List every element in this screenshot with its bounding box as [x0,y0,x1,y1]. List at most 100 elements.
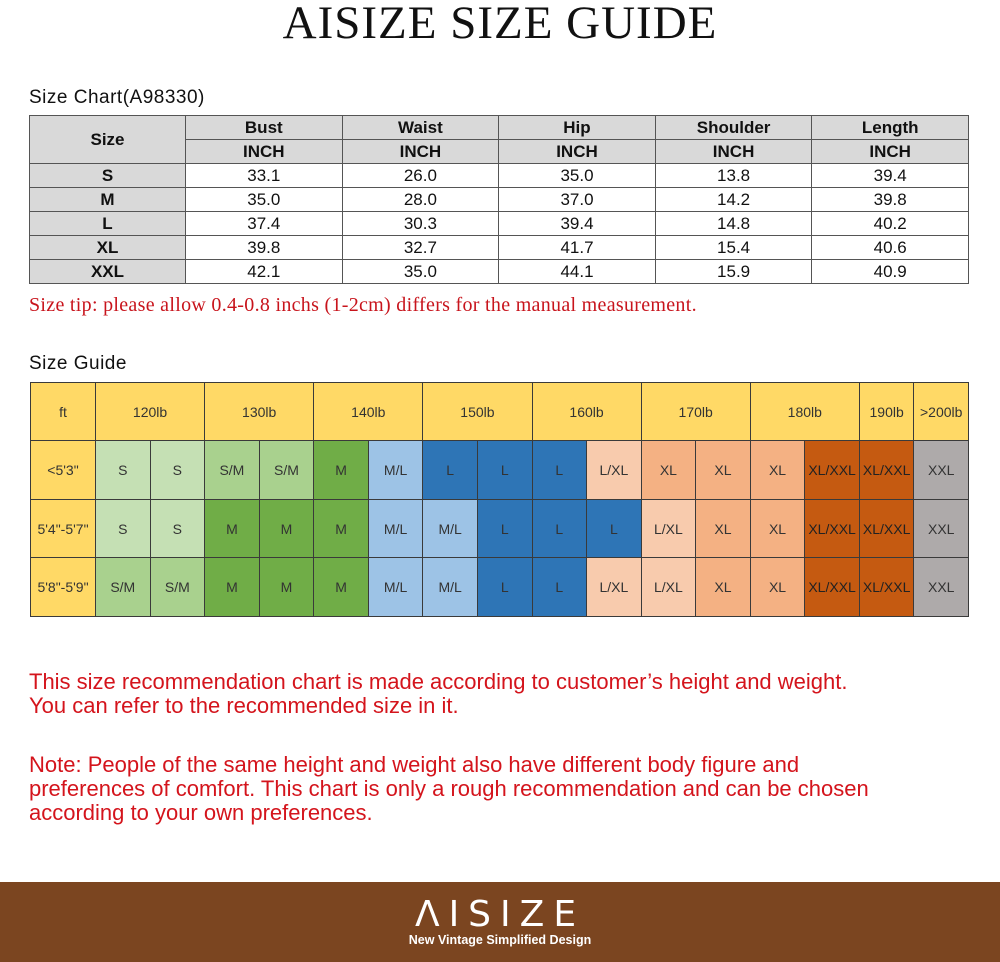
value-cell: 13.8 [654,163,813,188]
column-header: Hip [498,115,656,140]
column-header: Waist [341,115,500,140]
size-cell: L/XL [640,557,697,618]
size-chart-table: Size Bust Waist Hip Shoulder Length INCH… [29,115,969,284]
column-header: Shoulder [654,115,813,140]
size-cell: XL/XXL [804,440,860,500]
value-cell: 35.0 [341,259,500,284]
size-cell: M [313,440,369,500]
size-cell: M [204,557,260,618]
size-cell: S/M [149,557,206,618]
size-cell: XXL [913,498,969,559]
size-tip: Size tip: please allow 0.4-0.8 inchs (1-… [29,294,697,316]
size-cell: XL/XXL [858,557,915,618]
size-cell: XL/XXL [804,557,860,618]
note-text: Note: People of the same height and weig… [29,753,869,825]
size-cell: M [258,557,315,618]
table-row: L 37.4 30.3 39.4 14.8 40.2 [29,211,969,236]
size-cell: M/L [367,557,424,618]
value-cell: 35.0 [185,187,343,212]
text-line: This size recommendation chart is made a… [29,669,848,694]
size-cell: XL/XXL [858,498,915,559]
column-unit: INCH [341,139,500,164]
value-cell: 39.4 [811,163,969,188]
value-cell: 26.0 [341,163,500,188]
value-cell: 15.4 [654,235,813,260]
size-cell: XXL [913,557,969,618]
value-cell: 33.1 [185,163,343,188]
size-cell: S [149,440,206,500]
weight-header: 190lb [858,382,915,441]
table-row: XL 39.8 32.7 41.7 15.4 40.6 [29,235,969,260]
value-cell: 14.8 [654,211,813,236]
weight-header: 170lb [640,382,751,441]
size-cell: S [29,163,186,188]
weight-header: >200lb [913,382,969,441]
table-unit-row: INCH INCH INCH INCH INCH [30,139,969,164]
size-cell: L [586,498,642,559]
recommendation-text: This size recommendation chart is made a… [29,670,847,718]
size-cell: M/L [422,557,478,618]
size-cell: L [476,557,533,618]
size-guide-label: Size Guide [29,353,127,374]
value-cell: 39.8 [185,235,343,260]
value-cell: 42.1 [185,259,343,284]
size-cell: XL/XXL [858,440,915,500]
column-header: Bust [185,115,343,140]
corner-header: ft [30,382,96,441]
size-cell: L [476,440,533,500]
size-cell: M [313,557,369,618]
column-unit: INCH [498,139,656,164]
column-unit: INCH [811,139,969,164]
size-cell: S/M [258,440,315,500]
text-line: preferences of comfort. This chart is on… [29,776,869,801]
height-label: <5'3" [30,440,96,500]
height-label: 5'8"-5'9" [30,557,96,618]
size-chart-label: Size Chart(A98330) [29,87,205,108]
value-cell: 39.8 [811,187,969,212]
size-cell: S [149,498,206,559]
value-cell: 37.4 [185,211,343,236]
size-cell: S [95,498,151,559]
value-cell: 32.7 [341,235,500,260]
size-cell: L [422,440,478,500]
weight-header: 160lb [531,382,642,441]
size-cell: L [476,498,533,559]
size-cell: M [29,187,186,212]
text-line: You can refer to the recommended size in… [29,693,459,718]
weight-header: 120lb [95,382,206,441]
table-header-row: Size Bust Waist Hip Shoulder Length [29,115,969,164]
size-cell: XXL [913,440,969,500]
value-cell: 14.2 [654,187,813,212]
size-cell: L/XL [640,498,697,559]
brand-tagline: New Vintage Simplified Design [408,933,592,947]
value-cell: 28.0 [341,187,500,212]
value-cell: 44.1 [498,259,656,284]
weight-header: 180lb [749,382,860,441]
value-cell: 15.9 [654,259,813,284]
table-row: M 35.0 28.0 37.0 14.2 39.8 [29,187,969,212]
size-cell: L [29,211,186,236]
weight-header: 150lb [422,382,533,441]
value-cell: 30.3 [341,211,500,236]
height-label: 5'4"-5'7" [30,498,96,559]
size-header: Size [29,115,186,164]
size-cell: XL [749,498,806,559]
size-cell: M/L [367,440,424,500]
size-guide-grid: ft 120lb 130lb 140lb 150lb 160lb 170lb 180lb 190… [30,382,969,618]
size-cell: S/M [95,557,151,618]
column-unit: INCH [654,139,813,164]
size-cell: S/M [204,440,260,500]
size-cell: XL [29,235,186,260]
size-cell: M [313,498,369,559]
value-cell: 40.9 [811,259,969,284]
size-cell: M [204,498,260,559]
size-cell: L [531,440,588,500]
size-cell: M/L [422,498,478,559]
weight-header: 140lb [313,382,424,441]
value-cell: 37.0 [498,187,656,212]
size-cell: L [531,557,588,618]
size-cell: M/L [367,498,424,559]
size-cell: M [258,498,315,559]
table-row: S 33.1 26.0 35.0 13.8 39.4 [29,163,969,188]
column-header: Length [811,115,969,140]
